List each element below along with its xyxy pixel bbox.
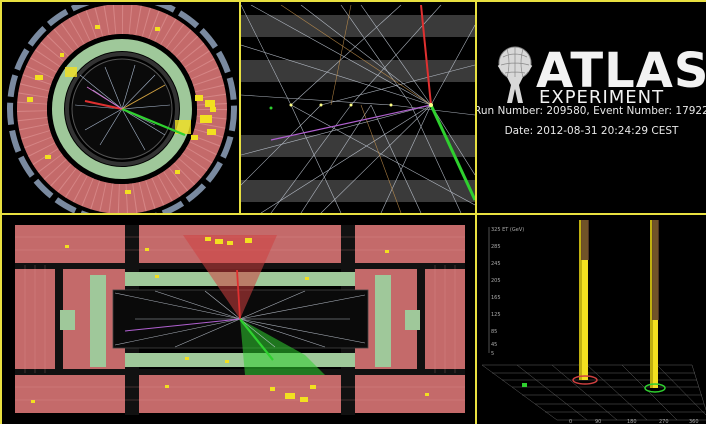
lego-y-axis-title: 325 ET (GeV)	[491, 227, 524, 233]
lego-x-tick: 0	[569, 419, 572, 424]
atlas-wordmark: ATLAS	[536, 43, 706, 99]
vertex-zoom-image	[241, 5, 475, 213]
lego-y-tick: 85	[491, 329, 497, 335]
lego-y-tick: 245	[491, 261, 501, 267]
vertex-zoom-panel	[241, 5, 475, 213]
lego-x-tick: 270	[659, 419, 669, 424]
lego-y-tick: 285	[491, 244, 501, 250]
frame-top	[0, 0, 706, 2]
frame-mid-horizontal	[0, 213, 706, 215]
event-date-text: Date: 2012-08-31 20:24:29 CEST	[504, 125, 679, 137]
longitudinal-view-image	[5, 215, 475, 424]
lego-tower-electron	[582, 220, 588, 380]
lego-floor-grid	[481, 364, 706, 421]
transverse-view-panel	[5, 5, 239, 213]
lego-y-tick: 5	[491, 351, 494, 357]
lego-y-tick: 125	[491, 312, 501, 318]
atlas-figure-icon	[497, 46, 533, 103]
frame-top-divider	[239, 0, 241, 213]
lego-x-tick: 360	[689, 419, 699, 424]
frame-left	[0, 0, 2, 424]
experiment-wordmark: EXPERIMENT	[539, 87, 664, 105]
lego-y-tick: 165	[491, 295, 501, 301]
transverse-view-image	[5, 5, 239, 213]
lego-plot-panel: 325 ET (GeV) 285 245 205 165 125 85 45 5	[477, 215, 706, 424]
frame-mid-vertical	[475, 0, 477, 424]
lego-plot-image: 325 ET (GeV) 285 245 205 165 125 85 45 5	[477, 215, 706, 424]
atlas-logo: ATLAS EXPERIMENT	[497, 43, 706, 105]
lego-x-tick: 90	[595, 419, 601, 424]
lego-y-tick: 45	[491, 342, 497, 348]
lego-y-tick: 205	[491, 278, 501, 284]
lego-x-tick: 180	[627, 419, 637, 424]
longitudinal-view-panel	[5, 215, 475, 424]
run-number-text: Run Number: 209580, Event Number: 179229…	[477, 105, 706, 117]
atlas-info-panel: ATLAS EXPERIMENT Run Number: 209580, Eve…	[477, 5, 706, 213]
